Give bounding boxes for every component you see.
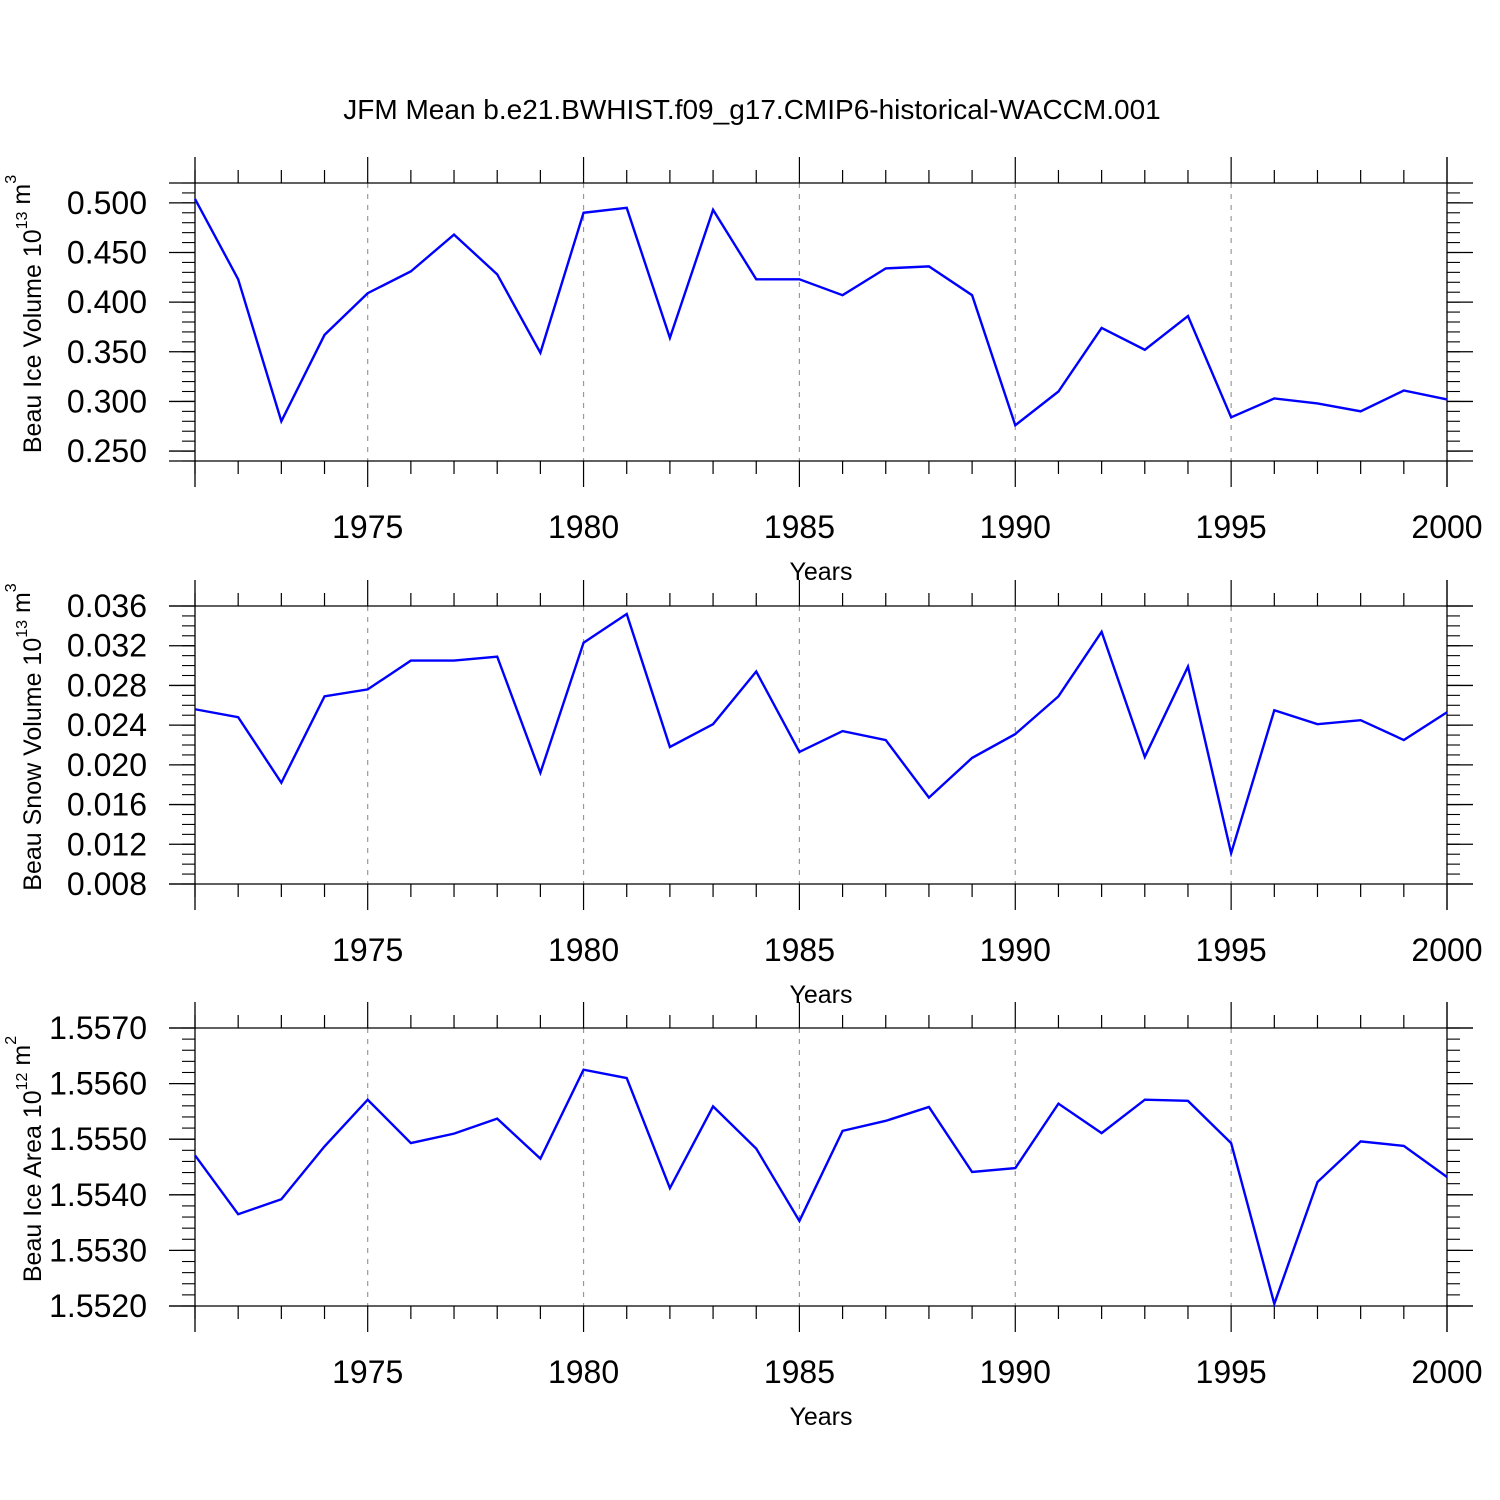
series-line	[194, 1068, 1448, 1308]
x-tick-label: 1980	[548, 509, 619, 545]
x-tick-label: 1995	[1196, 932, 1267, 968]
y-axis-label: Beau Ice Area 1012 m2	[3, 1036, 46, 1282]
x-tick-label: 1975	[332, 932, 403, 968]
series-line	[194, 612, 1448, 858]
x-tick-label: 1985	[764, 1354, 835, 1390]
y-tick-label: 0.020	[67, 747, 147, 783]
panels: 0.250 0.300 0.350 0.400 0.450 0.500 1975 1980 19…	[3, 157, 1483, 1431]
y-tick-label: 0.016	[67, 787, 147, 823]
y-tick-label: 0.008	[67, 866, 147, 902]
x-tick-label: 2000	[1411, 1354, 1482, 1390]
panel-3: 1.5520 1.5530 1.5540 1.5550 1.5560 1.5570 1975…	[3, 1002, 1483, 1431]
x-axis-label: Years	[789, 1403, 852, 1431]
x-tick-label: 1980	[548, 1354, 619, 1390]
x-tick-label: 1975	[332, 1354, 403, 1390]
y-axis-label-superscript: 2	[3, 1036, 20, 1045]
y-tick-label: 1.5560	[49, 1066, 147, 1102]
y-axis-label-part: m	[8, 592, 36, 620]
x-tick-label: 2000	[1411, 932, 1482, 968]
x-tick-label: 1975	[332, 509, 403, 545]
y-axis-label-part: m	[8, 1045, 36, 1073]
x-tick-label: 1990	[980, 509, 1051, 545]
y-tick-label: 0.028	[67, 667, 147, 703]
y-axis-label-superscript: 3	[3, 583, 20, 592]
y-tick-label: 0.350	[67, 334, 147, 370]
y-axis-label-part: Beau Ice Area 10	[19, 1090, 47, 1282]
y-axis-label-superscript: 12	[14, 1072, 31, 1090]
y-axis-label-part: Beau Snow Volume 10	[19, 638, 47, 891]
x-tick-label: 1985	[764, 509, 835, 545]
panel-1: 0.250 0.300 0.350 0.400 0.450 0.500 1975 1980 19…	[3, 157, 1483, 586]
y-tick-label: 1.5540	[49, 1177, 147, 1213]
y-axis-label-part: Beau Ice Volume 10	[19, 229, 47, 453]
y-tick-label: 0.036	[67, 588, 147, 624]
y-axis-label: Beau Snow Volume 1013 m3	[3, 583, 46, 891]
y-tick-label: 0.032	[67, 628, 147, 664]
x-tick-label: 1990	[980, 1354, 1051, 1390]
x-tick-label: 1980	[548, 932, 619, 968]
y-tick-label: 0.400	[67, 284, 147, 320]
y-axis-label-part: m	[8, 184, 36, 212]
x-tick-label: 1985	[764, 932, 835, 968]
y-tick-label: 1.5520	[49, 1288, 147, 1324]
series-line	[193, 198, 1448, 428]
y-axis-label-superscript: 3	[3, 175, 20, 184]
chart-title: JFM Mean b.e21.BWHIST.f09_g17.CMIP6-hist…	[343, 94, 1160, 125]
x-tick-label: 2000	[1411, 509, 1482, 545]
y-axis-label-superscript: 13	[14, 620, 31, 638]
y-tick-label: 0.450	[67, 235, 147, 271]
x-tick-label: 1995	[1196, 1354, 1267, 1390]
y-tick-label: 1.5550	[49, 1121, 147, 1157]
y-tick-label: 0.500	[67, 185, 147, 221]
y-tick-label: 0.024	[67, 707, 147, 743]
y-axis-label: Beau Ice Volume 1013 m3	[3, 175, 46, 453]
y-tick-label: 0.250	[67, 433, 147, 469]
x-tick-label: 1990	[980, 932, 1051, 968]
y-axis-label-superscript: 13	[14, 211, 31, 229]
y-tick-label: 0.300	[67, 383, 147, 419]
y-tick-label: 1.5530	[49, 1232, 147, 1268]
y-tick-label: 1.5570	[49, 1010, 147, 1046]
x-tick-label: 1995	[1196, 509, 1267, 545]
y-tick-label: 0.012	[67, 826, 147, 862]
